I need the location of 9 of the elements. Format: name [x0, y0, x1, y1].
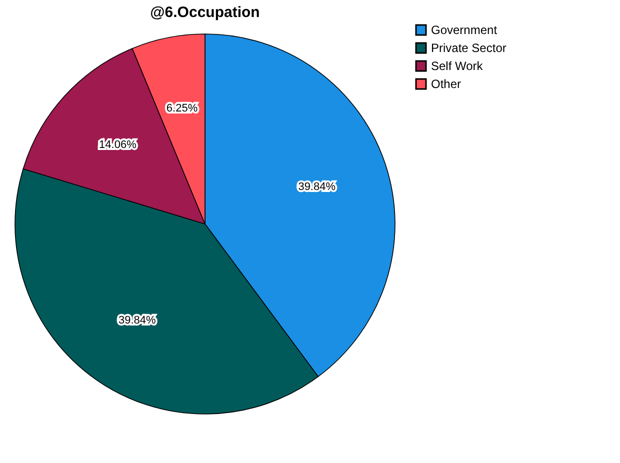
chart-title: @6.Occupation [150, 4, 260, 21]
legend-label: Self Work [431, 59, 484, 73]
data-label: 14.06% [99, 138, 137, 151]
data-label: 39.84% [118, 314, 156, 326]
data-label: 39.84% [298, 181, 336, 194]
legend-label: Other [431, 77, 462, 91]
legend-label: Private Sector [431, 41, 506, 55]
legend-label: Government [431, 23, 498, 37]
data-label: 6.25% [166, 102, 198, 114]
